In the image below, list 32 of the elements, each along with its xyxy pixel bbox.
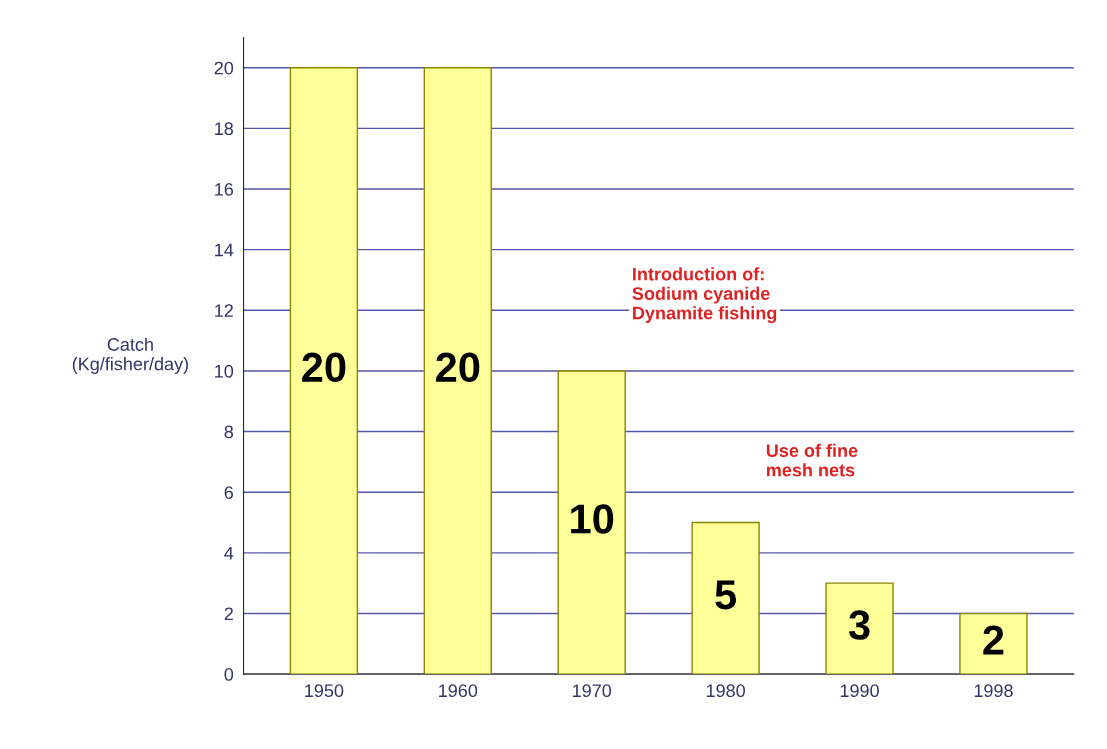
y-axis-title: Catch (Kg/fisher/day) [72, 337, 188, 374]
y-tick-label: 2 [224, 607, 233, 621]
bar [959, 612, 1028, 675]
x-tick-label: 1980 [706, 684, 745, 698]
annotation: Introduction of: Sodium cyanide Dynamite fishing [632, 267, 777, 324]
data-label: 5 [715, 580, 737, 610]
x-tick-label: 1998 [974, 684, 1013, 698]
y-tick-label: 6 [224, 486, 234, 499]
x-tick-label: 1960 [439, 684, 478, 698]
y-tick-label: 0 [224, 668, 234, 681]
bar [423, 67, 492, 675]
data-label: 2 [983, 625, 1004, 655]
x-tick-label: 1950 [305, 684, 344, 698]
y-tick-label: 20 [214, 61, 234, 75]
bar [825, 582, 894, 675]
data-label: 20 [436, 352, 480, 383]
bar [557, 370, 626, 675]
data-label: 10 [571, 504, 614, 534]
bar [691, 521, 760, 675]
data-label: 20 [302, 352, 346, 383]
y-tick-label: 8 [224, 425, 234, 439]
y-tick-label: 16 [215, 182, 234, 196]
y-tick-label: 4 [224, 546, 234, 560]
x-tick-label: 1970 [573, 684, 612, 698]
y-tick-label: 10 [215, 364, 234, 378]
y-tick-label: 14 [215, 243, 234, 257]
annotation: Use of fine mesh nets [766, 443, 858, 477]
y-tick-label: 18 [215, 122, 234, 136]
bar [289, 67, 359, 675]
y-tick-label: 12 [215, 304, 233, 317]
x-tick-label: 1990 [840, 684, 879, 698]
data-label: 3 [848, 610, 870, 640]
